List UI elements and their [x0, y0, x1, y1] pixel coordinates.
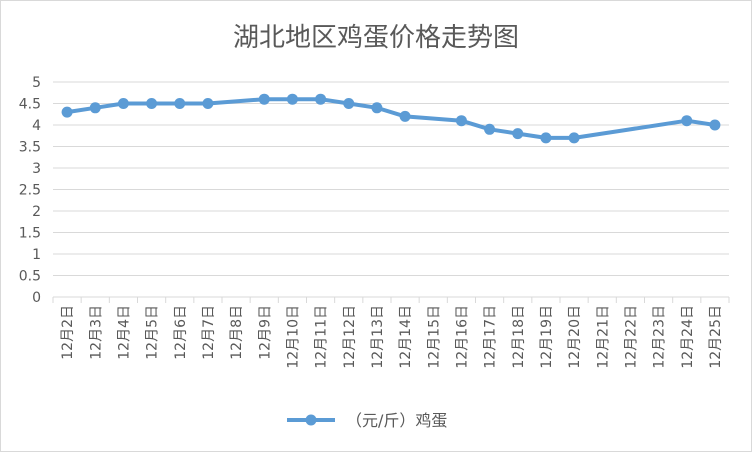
y-tick-label: 2.5	[19, 183, 41, 199]
data-point	[371, 102, 383, 114]
y-tick-label: 0	[32, 290, 41, 306]
y-tick-label: 1.5	[19, 226, 41, 242]
data-point	[146, 98, 158, 109]
x-tick-label: 12月17日	[483, 305, 499, 369]
data-point	[202, 98, 214, 109]
x-tick-label: 12月21日	[595, 305, 611, 369]
x-axis-ticks: 12月2日 12月3日 12月4日 12月5日 12月6日 12月7日 12月8日 12月9日…	[52, 297, 730, 369]
x-tick-label: 12月12日	[342, 305, 358, 369]
data-point	[484, 123, 496, 135]
x-tick-label: 12月16日	[454, 305, 470, 369]
x-tick-label: 12月7日	[201, 305, 217, 360]
x-tick-label: 12月11日	[314, 305, 330, 369]
y-tick-label: 1	[32, 247, 41, 263]
data-point	[568, 132, 580, 144]
data-point	[399, 110, 411, 122]
data-point	[89, 102, 101, 114]
y-tick-label: 2	[32, 204, 41, 220]
data-point	[681, 115, 693, 127]
series-layer	[61, 93, 721, 144]
x-tick-label: 12月14日	[398, 305, 414, 369]
data-point	[258, 93, 270, 105]
x-tick-label: 12月25日	[708, 305, 724, 369]
x-tick-label: 12月22日	[623, 305, 639, 369]
x-tick-label: 12月20日	[567, 305, 583, 369]
y-tick-label: 0.5	[19, 269, 41, 285]
data-point	[117, 98, 129, 109]
legend-point-marker	[305, 414, 317, 426]
data-point	[315, 93, 327, 105]
y-tick-label: 4.5	[19, 97, 41, 113]
data-point	[709, 119, 721, 131]
x-tick-label: 12月23日	[652, 305, 668, 369]
y-tick-label: 3.5	[19, 140, 41, 156]
x-tick-label: 12月4日	[116, 305, 132, 360]
x-tick-label: 12月18日	[511, 305, 527, 369]
data-point	[174, 98, 186, 109]
x-tick-label: 12月15日	[426, 305, 442, 369]
legend-label: （元/斤）鸡蛋	[346, 411, 447, 430]
data-point	[286, 93, 298, 105]
x-tick-label: 12月6日	[173, 305, 189, 360]
gridlines	[53, 81, 729, 298]
data-point	[343, 98, 355, 109]
y-tick-label: 5	[32, 75, 41, 91]
data-point	[540, 132, 552, 144]
x-tick-label: 12月5日	[145, 305, 161, 360]
x-tick-label: 12月13日	[370, 305, 386, 369]
x-tick-label: 12月8日	[229, 305, 245, 360]
chart-title: 湖北地区鸡蛋价格走势图	[233, 23, 519, 53]
x-tick-label: 12月10日	[285, 305, 301, 369]
legend: （元/斤）鸡蛋	[287, 411, 447, 430]
x-tick-label: 12月19日	[539, 305, 555, 369]
y-tick-label: 3	[32, 161, 41, 177]
y-axis-ticks: 0 0.5 1 1.5 2 2.5 3 3.5 4 4.5 5	[19, 75, 41, 306]
x-tick-label: 12月9日	[257, 305, 273, 360]
data-point	[455, 115, 467, 127]
x-tick-label: 12月24日	[680, 305, 696, 369]
y-tick-label: 4	[32, 118, 41, 134]
x-tick-label: 12月2日	[60, 305, 76, 360]
series-line	[66, 97, 716, 140]
data-point	[61, 106, 73, 118]
data-point	[512, 128, 524, 140]
x-tick-label: 12月3日	[88, 305, 104, 360]
